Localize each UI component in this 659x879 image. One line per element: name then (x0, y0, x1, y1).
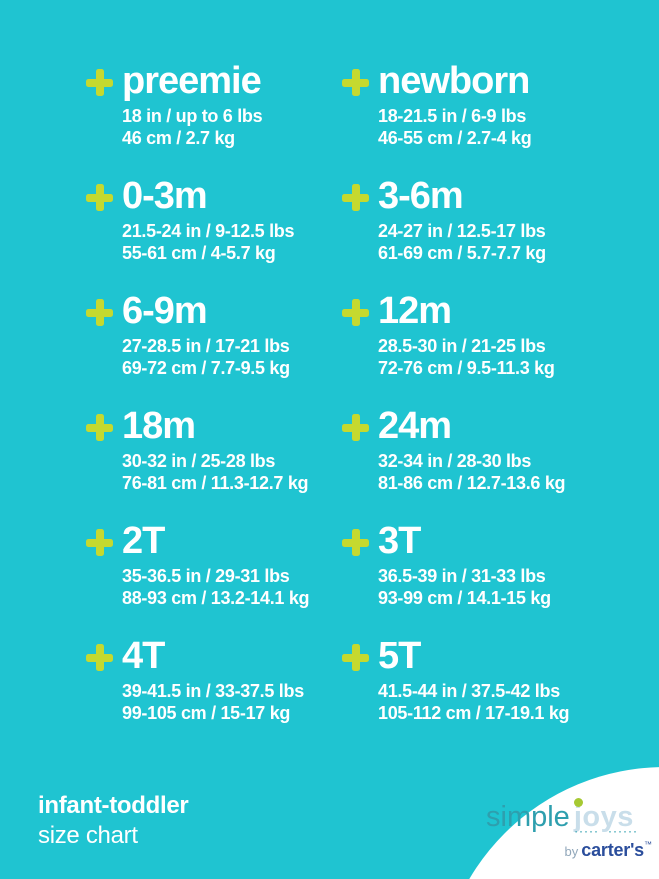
size-label: 2T (122, 520, 165, 562)
plus-icon (86, 644, 113, 671)
imperial-measurements: 41.5-44 in / 37.5-42 lbs (378, 681, 560, 701)
metric-measurements: 81-86 cm / 12.7-13.6 kg (378, 473, 566, 493)
size-label: preemie (122, 60, 262, 102)
logo-wordmark: simple joys ····· ······ (486, 798, 654, 837)
size-label: 3T (378, 520, 421, 562)
size-label: 4T (122, 635, 165, 677)
metric-measurements: 88-93 cm / 13.2-14.1 kg (122, 588, 310, 608)
metric-measurements: 55-61 cm / 4-5.7 kg (122, 243, 276, 263)
plus-icon (342, 299, 369, 326)
size-entry-text: 24m 32-34 in / 28-30 lbs 81-86 cm / 12.7… (378, 405, 566, 494)
size-label: 24m (378, 405, 452, 447)
imperial-measurements: 27-28.5 in / 17-21 lbs (122, 336, 290, 356)
size-entry-text: 5T 41.5-44 in / 37.5-42 lbs 105-112 cm /… (378, 635, 570, 724)
size-entry-5T: 5T 41.5-44 in / 37.5-42 lbs 105-112 cm /… (342, 637, 598, 752)
plus-icon (342, 529, 369, 556)
j-dot-icon (573, 798, 583, 807)
metric-measurements: 93-99 cm / 14.1-15 kg (378, 588, 551, 608)
logo-simple-text: simple (486, 801, 570, 833)
chart-caption: infant-toddler size chart (38, 791, 189, 851)
size-entry-text: 12m 28.5-30 in / 21-25 lbs 72-76 cm / 9.… (378, 292, 555, 379)
metric-measurements: 61-69 cm / 5.7-7.7 kg (378, 243, 546, 263)
size-label: newborn (378, 60, 530, 102)
size-entry-18m: 18m 30-32 in / 25-28 lbs 76-81 cm / 11.3… (86, 407, 342, 522)
dotted-underline: ····· ······ (574, 827, 639, 837)
size-entry-text: 3T 36.5-39 in / 31-33 lbs 93-99 cm / 14.… (378, 522, 551, 609)
plus-icon (342, 184, 369, 211)
size-entry-3T: 3T 36.5-39 in / 31-33 lbs 93-99 cm / 14.… (342, 522, 598, 637)
size-entry-text: 18m 30-32 in / 25-28 lbs 76-81 cm / 11.3… (122, 405, 309, 494)
imperial-measurements: 24-27 in / 12.5-17 lbs (378, 221, 546, 241)
metric-measurements: 46 cm / 2.7 kg (122, 128, 235, 148)
imperial-measurements: 28.5-30 in / 21-25 lbs (378, 336, 546, 356)
size-entry-3-6m: 3-6m 24-27 in / 12.5-17 lbs 61-69 cm / 5… (342, 177, 598, 292)
plus-icon (342, 414, 369, 441)
metric-measurements: 76-81 cm / 11.3-12.7 kg (122, 473, 309, 493)
logo-joys-label: joys (573, 801, 634, 833)
size-grid: preemie 18 in / up to 6 lbs 46 cm / 2.7 … (86, 62, 598, 752)
imperial-measurements: 18 in / up to 6 lbs (122, 106, 263, 126)
size-entry-text: newborn 18-21.5 in / 6-9 lbs 46-55 cm / … (378, 60, 532, 149)
size-label: 3-6m (378, 175, 464, 217)
size-entry-text: 3-6m 24-27 in / 12.5-17 lbs 61-69 cm / 5… (378, 177, 546, 264)
plus-icon (342, 69, 369, 96)
size-label: 6-9m (122, 290, 208, 332)
logo-by-text: by (564, 844, 579, 859)
brand-logo: simple joys ····· ······ by carter's™ (486, 798, 654, 861)
metric-measurements: 46-55 cm / 2.7-4 kg (378, 128, 532, 148)
imperial-measurements: 32-34 in / 28-30 lbs (378, 451, 532, 471)
imperial-measurements: 36.5-39 in / 31-33 lbs (378, 566, 546, 586)
plus-icon (86, 414, 113, 441)
size-label: 5T (378, 635, 421, 677)
size-entry-text: 4T 39-41.5 in / 33-37.5 lbs 99-105 cm / … (122, 637, 304, 724)
imperial-measurements: 21.5-24 in / 9-12.5 lbs (122, 221, 295, 241)
size-entry-text: 2T 35-36.5 in / 29-31 lbs 88-93 cm / 13.… (122, 520, 310, 609)
size-entry-text: preemie 18 in / up to 6 lbs 46 cm / 2.7 … (122, 60, 263, 149)
size-label: 18m (122, 405, 196, 447)
metric-measurements: 69-72 cm / 7.7-9.5 kg (122, 358, 290, 378)
plus-icon (86, 184, 113, 211)
caption-subtitle: size chart (38, 822, 138, 849)
metric-measurements: 99-105 cm / 15-17 kg (122, 703, 291, 723)
size-entry-text: 6-9m 27-28.5 in / 17-21 lbs 69-72 cm / 7… (122, 292, 290, 379)
size-entry-0-3m: 0-3m 21.5-24 in / 9-12.5 lbs 55-61 cm / … (86, 177, 342, 292)
imperial-measurements: 30-32 in / 25-28 lbs (122, 451, 276, 471)
size-label: 12m (378, 290, 452, 332)
metric-measurements: 72-76 cm / 9.5-11.3 kg (378, 358, 555, 378)
size-entry-6-9m: 6-9m 27-28.5 in / 17-21 lbs 69-72 cm / 7… (86, 292, 342, 407)
plus-icon (342, 644, 369, 671)
size-entry-4T: 4T 39-41.5 in / 33-37.5 lbs 99-105 cm / … (86, 637, 342, 752)
size-entry-text: 0-3m 21.5-24 in / 9-12.5 lbs 55-61 cm / … (122, 175, 295, 264)
caption-title: infant-toddler (38, 792, 189, 819)
imperial-measurements: 35-36.5 in / 29-31 lbs (122, 566, 290, 586)
size-entry-24m: 24m 32-34 in / 28-30 lbs 81-86 cm / 12.7… (342, 407, 598, 522)
logo-carters-text: carter's (581, 840, 644, 860)
plus-icon (86, 69, 113, 96)
size-label: 0-3m (122, 175, 208, 217)
logo-byline: by carter's™ (486, 840, 654, 861)
plus-icon (86, 529, 113, 556)
plus-icon (86, 299, 113, 326)
size-entry-12m: 12m 28.5-30 in / 21-25 lbs 72-76 cm / 9.… (342, 292, 598, 407)
trademark-symbol: ™ (644, 840, 652, 849)
imperial-measurements: 39-41.5 in / 33-37.5 lbs (122, 681, 304, 701)
logo-joys-text: joys ····· ······ (573, 798, 637, 837)
size-entry-preemie: preemie 18 in / up to 6 lbs 46 cm / 2.7 … (86, 62, 342, 177)
imperial-measurements: 18-21.5 in / 6-9 lbs (378, 106, 527, 126)
metric-measurements: 105-112 cm / 17-19.1 kg (378, 703, 570, 723)
size-entry-2T: 2T 35-36.5 in / 29-31 lbs 88-93 cm / 13.… (86, 522, 342, 637)
size-entry-newborn: newborn 18-21.5 in / 6-9 lbs 46-55 cm / … (342, 62, 598, 177)
